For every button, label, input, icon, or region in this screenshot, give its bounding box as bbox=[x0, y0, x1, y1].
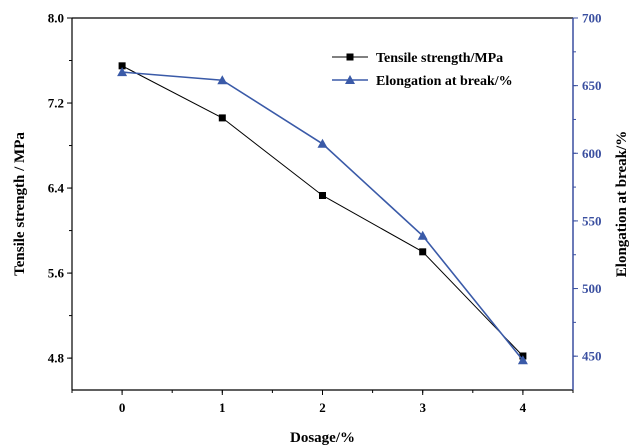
left-y-axis-title: Tensile strength / MPa bbox=[12, 132, 28, 276]
series-layer bbox=[117, 62, 528, 365]
data-point-tensile bbox=[419, 248, 427, 256]
right-y-axis-title: Elongation at break/% bbox=[614, 131, 630, 277]
data-point-tensile bbox=[218, 114, 226, 122]
series-line-elongation bbox=[122, 71, 524, 361]
data-point-elongation bbox=[217, 75, 228, 85]
x-tick-label: 2 bbox=[319, 400, 326, 415]
left-tick-label: 7.2 bbox=[48, 96, 64, 111]
data-point-elongation bbox=[417, 230, 428, 240]
legend: Tensile strength/MPa Elongation at break… bbox=[332, 51, 513, 89]
data-point-elongation bbox=[317, 138, 328, 148]
right-tick-label: 700 bbox=[582, 11, 602, 26]
data-point-tensile bbox=[319, 191, 326, 199]
left-y-axis: 4.8 5.6 6.4 7.2 8.0 bbox=[48, 11, 73, 390]
left-tick-label: 6.4 bbox=[48, 181, 65, 196]
x-axis-title: Dosage/% bbox=[290, 430, 355, 446]
right-tick-label: 650 bbox=[582, 78, 602, 93]
left-tick-label: 8.0 bbox=[48, 11, 64, 26]
legend-label-elongation: Elongation at break/% bbox=[376, 74, 513, 89]
x-tick-label: 4 bbox=[520, 400, 527, 415]
x-axis: 0 1 2 3 4 bbox=[71, 390, 574, 415]
right-tick-label: 450 bbox=[582, 349, 602, 364]
left-tick-label: 4.8 bbox=[48, 351, 65, 366]
x-tick-label: 1 bbox=[219, 400, 226, 415]
legend-marker-elongation bbox=[345, 75, 355, 84]
right-tick-label: 600 bbox=[582, 146, 602, 161]
right-y-axis: 450 500 550 600 650 700 bbox=[572, 11, 602, 390]
data-point-elongation bbox=[517, 355, 528, 365]
right-tick-label: 500 bbox=[582, 281, 602, 296]
x-tick-label: 0 bbox=[119, 400, 126, 415]
left-tick-label: 5.6 bbox=[48, 266, 65, 281]
right-tick-label: 550 bbox=[582, 213, 602, 228]
legend-label-tensile: Tensile strength/MPa bbox=[376, 51, 503, 66]
x-tick-label: 3 bbox=[419, 400, 426, 415]
series-line-tensile bbox=[121, 65, 524, 357]
data-point-tensile bbox=[118, 62, 126, 70]
data-point-elongation bbox=[117, 67, 128, 77]
legend-marker-tensile bbox=[346, 53, 354, 61]
